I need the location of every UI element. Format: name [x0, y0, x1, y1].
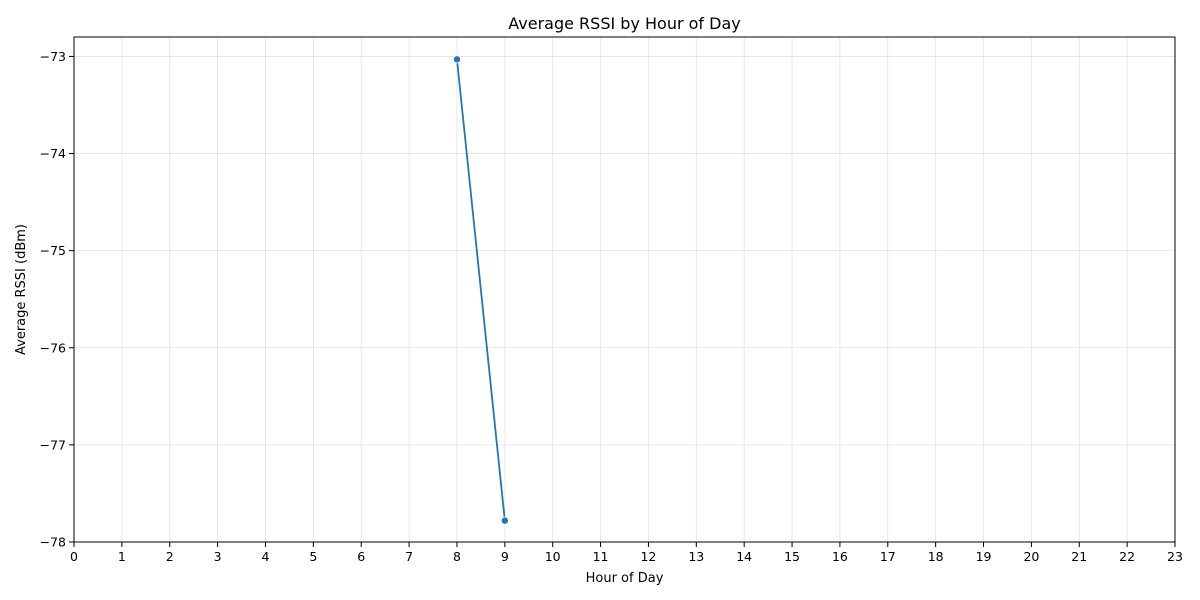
series-line [456, 59, 506, 521]
x-tick-label: 22 [1119, 549, 1135, 564]
plot-frame [73, 36, 1176, 543]
x-tick-label: 19 [976, 549, 992, 564]
x-tick-label: 0 [70, 549, 78, 564]
y-tick-label: −74 [40, 146, 66, 161]
chart-title: Average RSSI by Hour of Day [508, 14, 740, 33]
x-tick-label: 11 [593, 549, 609, 564]
x-tick-label: 6 [357, 549, 365, 564]
x-tick-label: 16 [832, 549, 848, 564]
x-tick-label: 2 [166, 549, 174, 564]
x-tick-label: 3 [214, 549, 222, 564]
y-tick-label: −73 [40, 49, 66, 64]
x-axis-label: Hour of Day [586, 571, 664, 586]
x-tick-label: 8 [453, 549, 461, 564]
x-tick-label: 15 [784, 549, 800, 564]
grid [73, 37, 1176, 543]
y-tick-label: −78 [40, 535, 66, 550]
x-axis: 0 1 2 3 4 5 6 7 8 9 10 11 12 13 14 15 16 17 18 19 20 21 22 23 [70, 542, 1183, 564]
x-tick-label: 4 [262, 549, 270, 564]
series-group [452, 55, 509, 525]
x-tick-label: 10 [545, 549, 561, 564]
x-tick-label: 12 [640, 549, 656, 564]
y-axis-label: Average RSSI (dBm) [14, 224, 29, 355]
x-tick-label: 21 [1071, 549, 1087, 564]
x-tick-label: 14 [736, 549, 752, 564]
x-tick-label: 18 [928, 549, 944, 564]
x-tick-label: 1 [118, 549, 126, 564]
x-tick-label: 9 [501, 549, 509, 564]
y-tick-label: −77 [40, 437, 66, 452]
y-tick-label: −76 [40, 340, 66, 355]
data-point [500, 516, 509, 525]
data-point [452, 55, 461, 64]
x-tick-label: 20 [1023, 549, 1039, 564]
x-tick-label: 17 [880, 549, 896, 564]
x-tick-label: 13 [688, 549, 704, 564]
x-tick-label: 23 [1167, 549, 1183, 564]
x-tick-label: 5 [309, 549, 317, 564]
x-tick-label: 7 [405, 549, 413, 564]
y-axis: −78 −77 −76 −75 −74 −73 [40, 49, 74, 550]
y-tick-label: −75 [40, 243, 66, 258]
